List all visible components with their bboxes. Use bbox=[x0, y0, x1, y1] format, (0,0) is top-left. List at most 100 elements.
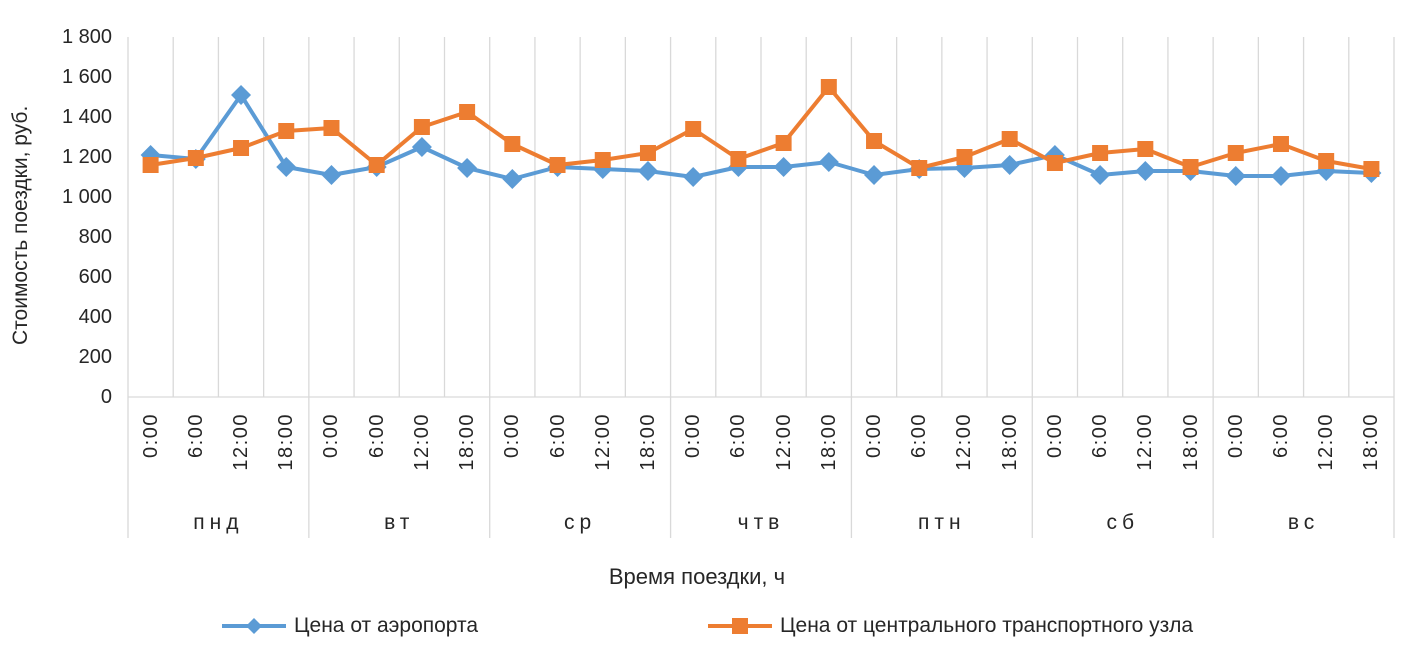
day-label: сб bbox=[1106, 511, 1139, 534]
y-tick-label: 1 400 bbox=[61, 106, 112, 128]
y-tick-label: 0 bbox=[100, 386, 112, 408]
x-tick-label: 18:00 bbox=[456, 413, 479, 471]
x-tick-label: 0:00 bbox=[1043, 413, 1066, 458]
square-marker-icon bbox=[1182, 159, 1199, 175]
square-marker-icon bbox=[413, 119, 430, 135]
square-marker-icon bbox=[775, 135, 792, 151]
day-label: вт bbox=[384, 511, 415, 534]
x-tick-label: 6:00 bbox=[908, 413, 931, 458]
y-tick-label: 200 bbox=[78, 346, 112, 368]
diamond-marker-icon bbox=[457, 158, 478, 178]
square-marker-icon bbox=[1046, 155, 1063, 171]
x-tick-label: 18:00 bbox=[636, 413, 659, 471]
y-tick-label: 1 200 bbox=[61, 146, 112, 168]
day-label: пнд bbox=[193, 511, 244, 534]
square-marker-icon bbox=[639, 145, 656, 161]
diamond-marker-icon bbox=[231, 85, 252, 105]
series-line-airport bbox=[148, 93, 1374, 181]
square-marker-icon bbox=[730, 151, 747, 167]
square-marker-icon bbox=[504, 136, 521, 152]
square-marker-icon bbox=[594, 152, 611, 168]
square-marker-icon bbox=[459, 104, 476, 120]
x-tick-label: 12:00 bbox=[772, 413, 795, 471]
square-marker-icon bbox=[187, 150, 204, 166]
diamond-marker-icon bbox=[1090, 165, 1111, 185]
x-tick-label: 12:00 bbox=[1134, 413, 1157, 471]
x-tick-label: 6:00 bbox=[1269, 413, 1292, 458]
series-markers-hub bbox=[142, 79, 1380, 177]
square-marker-icon bbox=[1363, 161, 1380, 177]
square-marker-icon bbox=[956, 149, 973, 165]
legend-label: Цена от центрального транспортного узла bbox=[780, 614, 1193, 637]
x-tick-label: 6:00 bbox=[365, 413, 388, 458]
x-tick-label: 18:00 bbox=[275, 413, 298, 471]
diamond-marker-icon bbox=[773, 157, 794, 177]
square-marker-icon bbox=[549, 157, 566, 173]
y-tick-label: 800 bbox=[78, 226, 112, 248]
x-tick-label: 6:00 bbox=[546, 413, 569, 458]
x-tick-label: 0:00 bbox=[682, 413, 705, 458]
x-tick-label: 0:00 bbox=[139, 413, 162, 458]
diamond-marker-icon bbox=[1225, 166, 1246, 186]
square-marker-icon bbox=[685, 121, 702, 137]
legend-item: Цена от центрального транспортного узла bbox=[708, 611, 1193, 641]
diamond-marker-icon bbox=[864, 165, 885, 185]
x-tick-label: 18:00 bbox=[1360, 413, 1383, 471]
diamond-marker-icon bbox=[1270, 166, 1291, 186]
y-tick-label: 1 600 bbox=[61, 66, 112, 88]
square-marker-icon bbox=[368, 157, 385, 173]
x-tick-label: 0:00 bbox=[501, 413, 524, 458]
y-tick-label: 1 800 bbox=[61, 26, 112, 48]
x-tick-label: 12:00 bbox=[591, 413, 614, 471]
diamond-marker-icon bbox=[276, 157, 297, 177]
square-marker-icon bbox=[1001, 131, 1018, 147]
x-tick-label: 12:00 bbox=[230, 413, 253, 471]
square-marker-icon bbox=[142, 157, 159, 173]
diamond-marker-icon bbox=[818, 152, 839, 172]
y-tick-label: 1 000 bbox=[61, 186, 112, 208]
day-label: ср bbox=[564, 511, 597, 534]
diamond-marker-icon bbox=[683, 167, 704, 187]
legend-label: Цена от аэропорта bbox=[294, 614, 479, 637]
x-tick-label: 12:00 bbox=[410, 413, 433, 471]
x-tick-label: 0:00 bbox=[863, 413, 886, 458]
x-tick-label: 6:00 bbox=[727, 413, 750, 458]
diamond-marker-icon bbox=[502, 169, 523, 189]
diamond-marker-icon bbox=[411, 137, 432, 157]
square-marker-icon bbox=[911, 160, 928, 176]
y-tick-label: 400 bbox=[78, 306, 112, 328]
x-tick-label: 18:00 bbox=[817, 413, 840, 471]
square-marker-icon bbox=[233, 140, 250, 156]
square-marker-icon bbox=[1227, 145, 1244, 161]
x-tick-label: 6:00 bbox=[1089, 413, 1112, 458]
legend-item: Цена от аэропорта bbox=[222, 611, 478, 641]
x-tick-label: 12:00 bbox=[953, 413, 976, 471]
diamond-marker-icon bbox=[999, 155, 1020, 175]
square-marker-icon bbox=[866, 133, 883, 149]
diamond-marker-icon bbox=[1135, 161, 1156, 181]
x-tick-label: 0:00 bbox=[1224, 413, 1247, 458]
square-marker-icon bbox=[1137, 141, 1154, 157]
x-tick-label: 0:00 bbox=[320, 413, 343, 458]
diamond-marker-icon bbox=[637, 161, 658, 181]
x-tick-label: 18:00 bbox=[1179, 413, 1202, 471]
square-marker-icon bbox=[1272, 136, 1289, 152]
y-tick-label: 600 bbox=[78, 266, 112, 288]
square-marker-icon bbox=[820, 79, 837, 95]
x-tick-label: 18:00 bbox=[998, 413, 1021, 471]
series-line-hub bbox=[148, 85, 1374, 171]
day-label: вс bbox=[1287, 511, 1320, 534]
square-marker-icon bbox=[278, 123, 295, 139]
square-marker-icon bbox=[323, 120, 340, 136]
x-axis-title: Время поездки, ч bbox=[608, 564, 786, 589]
square-marker-icon bbox=[1318, 153, 1335, 169]
legend-line-square-icon bbox=[708, 618, 772, 634]
day-label: птн bbox=[918, 511, 966, 534]
diamond-marker-icon bbox=[321, 165, 342, 185]
x-tick-label: 12:00 bbox=[1315, 413, 1338, 471]
legend-line-diamond-icon bbox=[222, 618, 286, 634]
x-tick-label: 6:00 bbox=[184, 413, 207, 458]
day-label: чтв bbox=[737, 511, 785, 534]
